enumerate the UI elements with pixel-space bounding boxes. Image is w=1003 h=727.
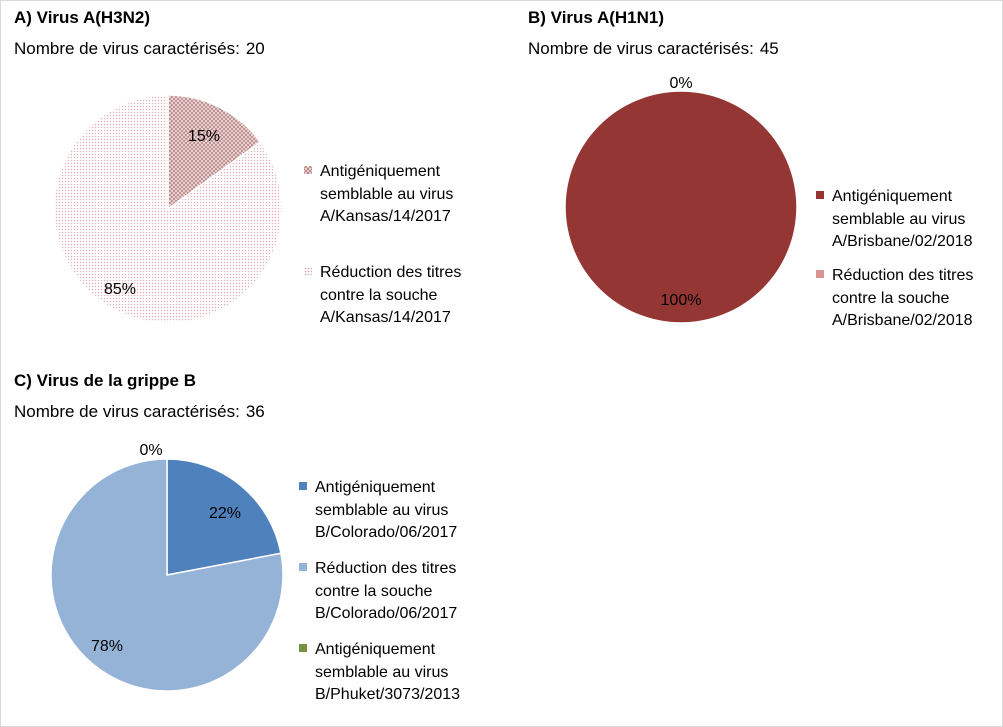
legend-swatch [299,563,307,571]
legend-label: Réduction des titres contre la souche A/Br… [832,265,1003,333]
legend-label: Réduction des titres contre la souche B/Co… [315,558,490,626]
panel-c-count: Nombre de virus caractérisés: 36 [14,402,265,422]
legend-line: B/Phuket/3073/2013 [315,686,461,703]
legend-swatch [299,644,307,652]
panel-c-title: C) Virus de la grippe B [14,371,197,390]
pie-chart-b: 22% 78% 0% [50,442,284,692]
legend-line: B/Colorado/06/2017 [315,605,458,622]
pie-slice-1-1 [167,94,262,211]
legend-line: A/Brisbane/02/2018 [832,233,973,250]
panel-c-count-label: Nombre de virus caractérisés: [14,402,240,421]
legend-line: B/Colorado/06/2017 [315,524,458,541]
panel-a-count-value: 20 [245,39,265,58]
panel-a-count-label: Nombre de virus caractérisés: [14,39,240,58]
legend-swatch [816,191,824,199]
legend-label: Antigéniquement semblable au virus B/Color… [315,477,490,545]
legend-line: contre la souche [315,582,433,600]
pie-chart-h1n1: 100% 0% [564,75,798,324]
panel-b-count: Nombre de virus caractérisés: 45 [528,39,779,59]
legend-label: Antigéniquement semblable au virus B/Phuke… [315,639,490,707]
panel-b-count-label: Nombre de virus caractérisés: [528,39,754,58]
panel-a-count: Nombre de virus caractérisés: 20 [14,39,265,59]
legend-swatch [816,270,824,278]
legend-line: Antigéniquement [832,188,953,205]
pie-chart-h3n2: 15% 85% [53,94,283,324]
pie-label-3-2: 78% [91,638,123,655]
pie-slice-2-1 [564,90,798,324]
legend-line: contre la souche [832,289,950,307]
panel-a-title: A) Virus A(H3N2) [14,8,151,27]
legend-swatch [299,482,307,490]
legend-swatch [304,267,312,275]
legend-line: semblable au virus [320,185,454,203]
pie-label-2-1: 100% [661,292,702,309]
legend-line: Antigéniquement [320,163,441,180]
pie-slice-3-2 [50,458,284,692]
panel-c-count-value: 36 [245,402,265,421]
legend-line: semblable au virus [315,663,449,681]
legend-label: Réduction des titres contre la souche A/Ka… [320,262,495,330]
legend-line: semblable au virus [315,501,449,519]
legend-line: Antigéniquement [315,641,436,658]
panel-b-title: B) Virus A(H1N1) [528,8,665,27]
legend-line: Réduction des titres [832,267,974,284]
pie-label-1-2: 85% [104,281,136,298]
legend-line: Réduction des titres [315,560,457,577]
legend-line: A/Kansas/14/2017 [320,309,451,326]
legend-line: semblable au virus [832,210,966,228]
pie-label-1-1: 15% [188,128,220,145]
legend-swatch [304,166,312,174]
pie-label-3-1: 22% [209,505,241,522]
pie-label-3-3: 0% [139,442,162,459]
pie-slice-3-1 [166,458,282,576]
pie-slice-1-2 [53,94,283,324]
legend-line: A/Brisbane/02/2018 [832,312,973,329]
legend-line: Antigéniquement [315,479,436,496]
legend-line: Réduction des titres [320,264,462,281]
legend-label: Antigéniquement semblable au virus A/Kansa… [320,161,495,229]
legend-line: A/Kansas/14/2017 [320,208,451,225]
legend-line: contre la souche [320,286,438,304]
legend-label: Antigéniquement semblable au virus A/Brisb… [832,186,1003,254]
pie-label-2-2: 0% [669,75,692,92]
panel-b-count-value: 45 [759,39,779,58]
